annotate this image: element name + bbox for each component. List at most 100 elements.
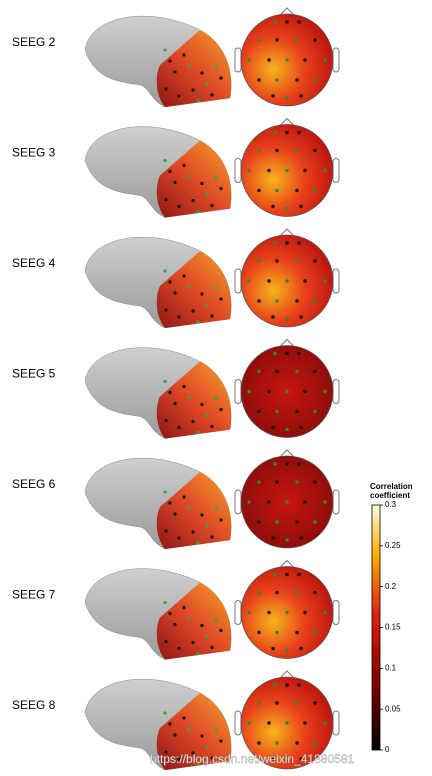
- electrode: [164, 418, 168, 423]
- sensor: [313, 299, 317, 303]
- row: SEEG 2: [12, 7, 340, 108]
- sensor: [273, 351, 277, 356]
- sensor: [267, 389, 271, 394]
- row-label: SEEG 2: [12, 35, 56, 49]
- electrode: [173, 70, 177, 74]
- sensor: [257, 148, 261, 153]
- electrode: [196, 541, 200, 545]
- electrode: [210, 756, 214, 760]
- electrode: [187, 727, 191, 731]
- colorbar-tick-label: 0.2: [385, 582, 397, 591]
- electrode: [164, 197, 168, 202]
- electrode-region: [156, 693, 232, 770]
- electrode: [196, 320, 200, 324]
- electrode: [210, 203, 214, 208]
- electrode: [177, 757, 181, 761]
- electrode: [173, 291, 177, 295]
- electrode: [219, 739, 223, 743]
- ear: [234, 600, 242, 625]
- sensor: [285, 58, 289, 62]
- electrode: [219, 518, 223, 522]
- sensor: [295, 259, 299, 263]
- electrode: [173, 733, 177, 737]
- sensor: [285, 759, 289, 763]
- electrode: [214, 286, 218, 290]
- ear: [234, 489, 242, 515]
- sensor: [257, 78, 261, 82]
- sensor: [285, 168, 289, 173]
- sensor: [275, 630, 279, 635]
- sensor: [285, 317, 289, 321]
- colorbar-tick-label: 0: [385, 745, 390, 754]
- electrode: [196, 430, 200, 435]
- sensor: [267, 610, 271, 615]
- sensor: [271, 94, 275, 98]
- electrode: [214, 507, 218, 511]
- sensor: [299, 536, 303, 540]
- electrode: [168, 59, 172, 63]
- sensor: [275, 188, 279, 193]
- electrode: [177, 315, 181, 319]
- sensor: [303, 389, 307, 394]
- sensor: [299, 425, 303, 430]
- electrode: [210, 645, 214, 650]
- sensor: [295, 409, 299, 414]
- sensor: [247, 721, 251, 725]
- sensor: [275, 741, 279, 745]
- sensor: [297, 683, 301, 687]
- sensor: [323, 721, 327, 725]
- row-label: SEEG 5: [12, 367, 56, 381]
- electrode: [219, 186, 223, 191]
- sensor: [303, 721, 307, 725]
- sensor: [295, 78, 299, 82]
- sensor: [303, 58, 307, 62]
- sensor: [285, 538, 289, 542]
- sensor: [297, 20, 301, 24]
- electrode: [182, 716, 186, 720]
- electrode: [200, 623, 204, 628]
- electrode: [182, 163, 186, 168]
- colorbar-tick-label: 0.3: [385, 500, 397, 509]
- electrode: [205, 413, 209, 418]
- electrode: [164, 87, 168, 91]
- electrode: [205, 745, 209, 749]
- electrode: [196, 762, 200, 766]
- sensor: [267, 279, 271, 283]
- electrode: [219, 297, 223, 301]
- sensor: [285, 610, 289, 615]
- electrode: [191, 88, 195, 92]
- sensor: [285, 427, 289, 432]
- electrode-region: [156, 30, 232, 107]
- sensor: [295, 630, 299, 635]
- electrode: [182, 495, 186, 499]
- sensor: [313, 369, 317, 374]
- electrode: [168, 501, 172, 505]
- sensor: [247, 610, 251, 615]
- electrode: [214, 396, 218, 401]
- electrode-region: [156, 582, 232, 660]
- sensor: [323, 500, 327, 504]
- colorbar-tick-label: 0.15: [385, 623, 401, 632]
- sensor: [257, 188, 261, 193]
- ear: [234, 379, 242, 404]
- electrode: [210, 314, 214, 318]
- row-label: SEEG 3: [12, 146, 56, 160]
- ear: [234, 268, 242, 294]
- electrode: [191, 640, 195, 645]
- electrode: [182, 384, 186, 389]
- electrode-region: [156, 472, 232, 549]
- sensor: [273, 683, 277, 687]
- sensor: [323, 58, 327, 62]
- sensor: [273, 130, 277, 135]
- sensor: [247, 279, 251, 283]
- sensor: [295, 590, 299, 595]
- nose: [279, 228, 295, 237]
- sensor: [295, 520, 299, 524]
- electrode: [214, 65, 218, 69]
- sensor: [295, 38, 299, 42]
- sensor: [257, 38, 261, 42]
- sensor: [275, 78, 279, 82]
- sensor: [313, 78, 317, 82]
- electrode: [182, 605, 186, 610]
- electrode: [187, 285, 191, 289]
